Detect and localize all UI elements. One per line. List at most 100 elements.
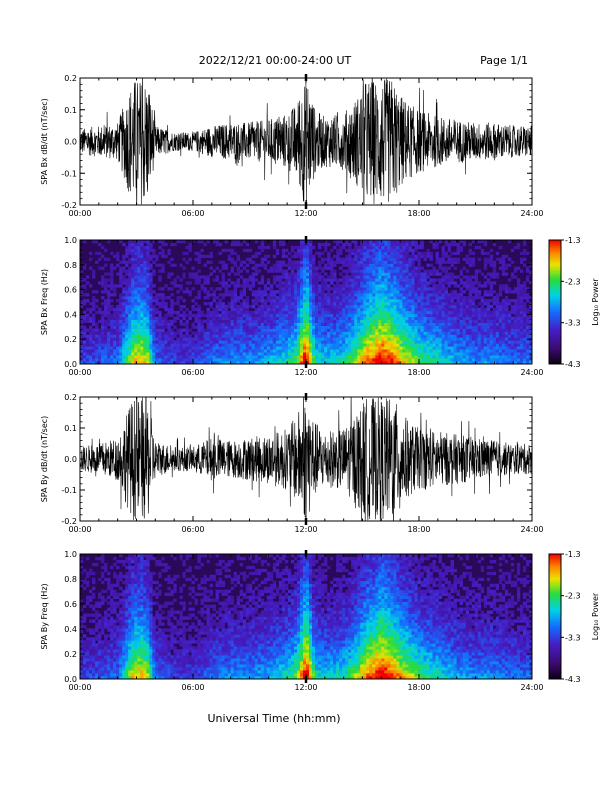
spectrogram-cell <box>432 355 436 359</box>
spectrogram-cell <box>188 340 192 344</box>
spectrogram-cell <box>336 304 340 309</box>
spectrogram-cell <box>486 310 491 315</box>
spectrogram-cell <box>149 299 153 303</box>
spectrogram-cell <box>318 346 322 350</box>
spectrogram-cell <box>441 266 445 270</box>
spectrogram-cell <box>143 334 147 338</box>
spectrogram-cell <box>230 349 234 353</box>
spectrogram-cell <box>423 296 427 300</box>
spectrogram-cell <box>284 319 289 323</box>
spectrogram-cell <box>245 352 250 356</box>
spectrogram-cell <box>420 337 424 341</box>
spectrogram-cell <box>480 331 485 335</box>
spectrogram-cell <box>119 346 123 350</box>
spectrogram-cell <box>143 240 147 244</box>
spectrogram-cell <box>302 266 307 270</box>
spectrogram-cell <box>137 275 141 279</box>
spectrogram-cell <box>342 260 346 264</box>
spectrogram-cell <box>390 337 394 341</box>
spectrogram-cell <box>119 352 123 356</box>
spectrogram-cell <box>363 337 367 341</box>
spectrogram-cell <box>86 299 90 303</box>
spectrogram-cell <box>266 313 271 318</box>
spectrogram-cell <box>321 355 325 359</box>
spectrogram-cell <box>318 293 322 297</box>
spectrogram-cell <box>302 245 307 250</box>
spectrogram-cell <box>456 299 460 303</box>
spectrogram-cell <box>299 263 304 267</box>
spectrogram-cell <box>417 343 421 347</box>
spectrogram-cell <box>281 299 286 303</box>
spectrogram-cell <box>411 313 415 318</box>
spectrogram-cell <box>327 331 331 335</box>
spectrogram-cell <box>357 361 361 365</box>
spectrogram-cell <box>239 349 244 353</box>
spectrogram-cell <box>290 263 295 267</box>
spectrogram-cell <box>161 358 165 362</box>
spectrogram-cell <box>218 334 222 338</box>
spectrogram-cell <box>399 302 403 306</box>
spectrogram-cell <box>131 310 135 315</box>
spectrogram-cell <box>149 325 153 329</box>
spectrogram-cell <box>209 343 213 347</box>
spectrogram-cell <box>149 242 153 247</box>
spectrogram-cell <box>423 257 427 261</box>
spectrogram-cell <box>402 296 406 300</box>
spectrogram-cell <box>504 325 509 329</box>
spectrogram-cell <box>200 343 204 347</box>
spectrogram-cell <box>122 322 126 326</box>
spectrogram-cell <box>251 313 256 318</box>
spectrogram-cell <box>275 251 280 256</box>
spectrogram-cell <box>224 349 228 353</box>
spectrogram-cell <box>263 304 268 309</box>
spectrogram-cell <box>504 361 509 365</box>
spectrogram-cell <box>290 349 295 353</box>
spectrogram-cell <box>146 260 150 264</box>
spectrogram-cell <box>281 334 286 338</box>
spectrogram-cell <box>429 272 433 276</box>
spectrogram-cell <box>245 248 250 253</box>
spectrogram-cell <box>330 337 334 341</box>
spectrogram-cell <box>164 325 168 329</box>
spectrogram-cell <box>164 242 168 247</box>
spectrogram-cell <box>471 287 476 291</box>
spectrogram-cell <box>411 248 415 253</box>
spectrogram-cell <box>357 290 361 294</box>
spectrogram-cell <box>447 358 451 362</box>
spectrogram-cell <box>486 346 491 350</box>
spectrogram-cell <box>290 319 295 323</box>
spectrogram-cell <box>459 316 463 321</box>
spectrogram-cell <box>281 322 286 326</box>
spectrogram-cell <box>375 352 379 356</box>
spectrogram-cell <box>188 293 192 297</box>
spectrogram-cell <box>224 316 228 321</box>
spectrogram-cell <box>227 355 231 359</box>
spectrogram-cell <box>149 337 153 341</box>
spectrogram-cell <box>128 358 132 362</box>
spectrogram-cell <box>393 313 397 318</box>
spectrogram-cell <box>351 240 355 244</box>
spectrogram-cell <box>260 293 265 297</box>
spectrogram-cell <box>324 322 328 326</box>
spectrogram-cell <box>438 361 442 365</box>
spectrogram-cell <box>492 331 497 335</box>
spectrogram-cell <box>414 337 418 341</box>
spectrogram-cell <box>188 272 192 276</box>
spectrogram-cell <box>408 263 412 267</box>
spectrogram-cell <box>92 299 96 303</box>
spectrogram-cell <box>290 346 295 350</box>
spectrogram-cell <box>342 355 346 359</box>
spectrogram-cell <box>227 257 231 261</box>
spectrogram-cell <box>321 266 325 270</box>
spectrogram-cell <box>182 322 186 326</box>
spectrogram-cell <box>260 313 265 318</box>
spectrogram-cell <box>236 269 240 273</box>
spectrogram-cell <box>435 272 439 276</box>
spectrogram-cell <box>137 343 141 347</box>
spectrogram-cell <box>164 352 168 356</box>
spectrogram-cell <box>375 340 379 344</box>
spectrogram-cell <box>513 325 518 329</box>
spectrogram-cell <box>438 346 442 350</box>
spectrogram-cell <box>315 251 319 256</box>
spectrogram-cell <box>375 346 379 350</box>
